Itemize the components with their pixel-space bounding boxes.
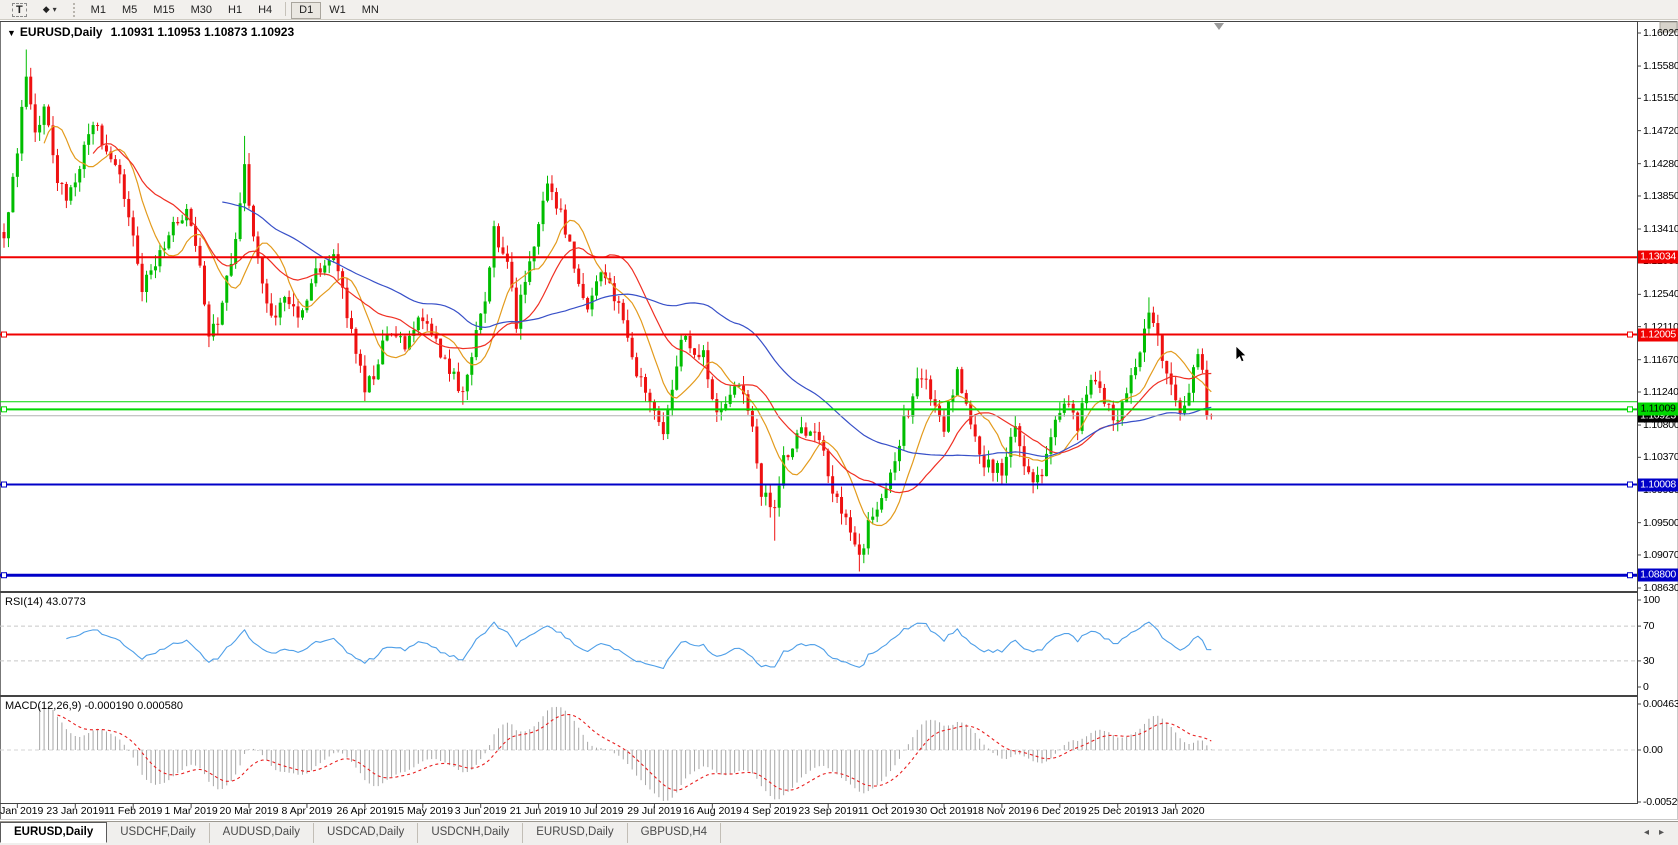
rsi-indicator-label: RSI(14) 43.0773 <box>5 596 86 608</box>
price-axis-label: 1.08630 <box>1643 582 1678 594</box>
price-axis-label: 1.14720 <box>1643 124 1678 137</box>
rsi-axis-label: 100 <box>1643 594 1660 606</box>
price-badge-1-10008: 1.10008 <box>1638 478 1678 491</box>
chart-title: ▼ EURUSD,Daily 1.10931 1.10953 1.10873 1.1… <box>7 25 294 39</box>
rsi-axis-label: 30 <box>1643 654 1655 667</box>
price-axis-label: 1.13410 <box>1643 223 1678 235</box>
price-badge-1-11009: 1.11009 <box>1638 402 1678 416</box>
date-axis-label: 20 Mar 2019 <box>219 805 279 817</box>
price-axis-label: 1.11670 <box>1643 353 1678 366</box>
chart-tab-audusd-daily[interactable]: AUDUSD,Daily <box>210 823 314 843</box>
price-axis-label: 1.15150 <box>1643 92 1678 105</box>
date-axis-label: 25 Dec 2019 <box>1087 805 1148 817</box>
chevron-down-icon: ▾ <box>52 5 57 14</box>
price-axis-label: 1.16020 <box>1643 27 1678 39</box>
price-axis-label: 1.09070 <box>1643 548 1678 561</box>
timeframe-button-m1[interactable]: M1 <box>90 4 106 17</box>
price-axis-label: 1.10370 <box>1643 451 1678 464</box>
timeframe-button-mn[interactable]: MN <box>361 4 379 17</box>
price-badge-1-12005: 1.12005 <box>1638 328 1678 342</box>
price-axis-label: 1.12540 <box>1643 288 1678 301</box>
chart-tab-usdcad-daily[interactable]: USDCAD,Daily <box>314 823 419 843</box>
collapse-caret-icon[interactable]: ▼ <box>7 28 16 38</box>
timeframe-button-w1[interactable]: W1 <box>329 4 346 17</box>
timeframe-button-h1[interactable]: H1 <box>228 4 243 17</box>
timeframe-button-m5[interactable]: M5 <box>121 4 138 17</box>
arrows-tool-button[interactable]: ◆ ▾ <box>35 1 65 18</box>
chart-tab-bar: EURUSD,Daily USDCHF,Daily AUDUSD,Daily USDC… <box>0 821 1678 845</box>
date-axis-label: 29 Jul 2019 <box>627 805 682 817</box>
tab-scroll-buttons: ◂ ▸ <box>1644 822 1678 838</box>
date-axis-label: 13 Jan 2020 <box>1146 805 1205 817</box>
date-axis-label: 1 Mar 2019 <box>164 805 218 817</box>
timeframe-button-h4[interactable]: H4 <box>258 4 273 17</box>
date-axis-label: 8 Apr 2019 <box>281 805 333 817</box>
toolbar-separator <box>285 2 287 17</box>
date-axis-label: 16 Aug 2019 <box>682 805 742 817</box>
toolbar: T ◆ ▾ M1 M5 M15 M30 H1 H4 D1 W1 MN <box>0 0 1678 20</box>
date-axis-label: 4 Sep 2019 <box>743 805 798 817</box>
date-axis-label: 15 May 2019 <box>392 805 454 817</box>
text-tool-icon: T <box>12 2 27 17</box>
macd-axis-label: -0.00529 <box>1643 796 1678 808</box>
symbol-period-label: EURUSD,Daily <box>19 25 103 39</box>
chart-tab-eurusd-daily[interactable]: EURUSD,Daily <box>523 823 628 843</box>
tabs-scroll-right-button[interactable]: ▸ <box>1658 827 1664 838</box>
price-axis-label: 1.11240 <box>1643 385 1678 398</box>
date-axis-label: 6 Dec 2019 <box>1032 805 1087 817</box>
timeframe-button-m15[interactable]: M15 <box>153 4 175 17</box>
date-axis-label: 11 Oct 2019 <box>857 805 915 817</box>
chart-tab-usdcnh-daily[interactable]: USDCNH,Daily <box>418 823 524 843</box>
diamond-icon: ◆ <box>42 4 50 14</box>
timeframe-button-m30[interactable]: M30 <box>190 4 213 17</box>
date-axis-label: 23 Sep 2019 <box>798 805 858 817</box>
mouse-cursor-icon <box>1235 345 1247 363</box>
toolbar-drag-handle[interactable] <box>72 2 77 17</box>
chart-tabs: EURUSD,Daily USDCHF,Daily AUDUSD,Daily USDC… <box>0 822 722 843</box>
chart-tab-eurusd-daily[interactable]: EURUSD,Daily <box>0 822 108 843</box>
text-tool-button[interactable]: T <box>4 1 35 18</box>
price-axis-label: 1.09500 <box>1643 516 1678 529</box>
date-axis-label: 21 Jun 2019 <box>509 805 568 817</box>
chart-tab-usdchf-daily[interactable]: USDCHF,Daily <box>107 823 210 843</box>
date-axis-label: 10 Jul 2019 <box>569 805 624 817</box>
tabs-scroll-left-button[interactable]: ◂ <box>1643 827 1649 838</box>
date-axis-label: 23 Jan 2019 <box>46 805 105 817</box>
timeframe-button-group: M1 M5 M15 M30 H1 H4 D1 W1 MN <box>83 0 387 19</box>
rsi-axis-label: 70 <box>1643 620 1655 633</box>
rsi-axis-label: 0 <box>1643 681 1649 693</box>
macd-indicator-label: MACD(12,26,9) -0.000190 0.000580 <box>5 700 183 712</box>
date-axis-label: 26 Apr 2019 <box>336 805 394 817</box>
price-axis-label: 1.13850 <box>1643 189 1678 202</box>
chart-tab-gbpusd-h4[interactable]: GBPUSD,H4 <box>628 823 722 843</box>
date-axis-label: 3 Jun 2019 <box>454 805 507 817</box>
price-axis-label: 1.14280 <box>1643 157 1678 170</box>
price-badge-1-08800: 1.08800 <box>1638 568 1678 582</box>
macd-axis-label: 0.00 <box>1643 744 1663 756</box>
price-badge-1-13034: 1.13034 <box>1638 250 1678 264</box>
date-axis-label: 18 Nov 2019 <box>972 805 1032 817</box>
date-axis-label: 30 Oct 2019 <box>915 805 973 817</box>
timeframe-button-d1[interactable]: D1 <box>291 1 322 19</box>
ohlc-quote: 1.10931 1.10953 1.10873 1.10923 <box>110 25 295 39</box>
date-axis-label: 11 Feb 2019 <box>104 805 163 817</box>
macd-axis-label: 0.00463 <box>1643 698 1678 710</box>
date-axis-label: 4 Jan 2019 <box>0 805 44 817</box>
price-axis-label: 1.15580 <box>1643 60 1678 73</box>
